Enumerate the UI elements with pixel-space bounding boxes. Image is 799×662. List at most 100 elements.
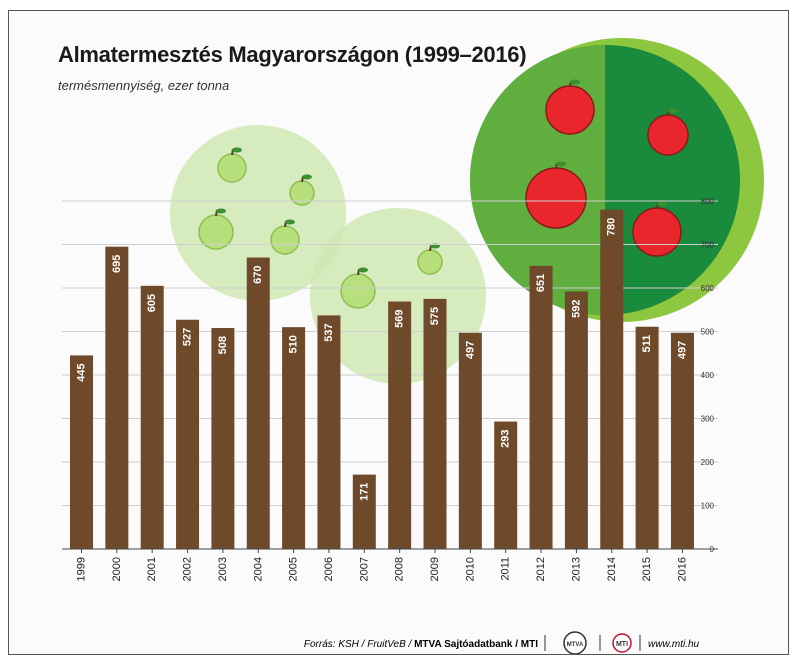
bar xyxy=(105,246,129,550)
value-label: 527 xyxy=(182,328,194,346)
apple-leaf xyxy=(657,201,667,207)
apple-body xyxy=(647,114,689,156)
apple-body xyxy=(417,249,443,275)
bar xyxy=(176,319,200,549)
bar xyxy=(600,209,624,549)
x-tick-label: 2002 xyxy=(182,557,194,581)
apple-leaf xyxy=(668,108,678,114)
value-label: 569 xyxy=(394,309,406,327)
x-tick-label: 2011 xyxy=(500,557,512,581)
page-title: Almatermesztés Magyarországon (1999–2016… xyxy=(58,42,527,67)
x-tick-label: 2014 xyxy=(606,557,618,581)
value-label: 510 xyxy=(288,335,300,353)
x-tick-label: 2009 xyxy=(429,557,441,581)
bar xyxy=(458,332,482,549)
source-prefix: Forrás: KSH / FruitVeB / xyxy=(304,639,414,650)
data-labels: 445 695 605 527 508 670 510 537 171 569 575 497 293 6… xyxy=(76,218,689,501)
apple-leaf xyxy=(358,267,368,273)
value-label: 695 xyxy=(111,255,123,273)
y-tick-label: 300 xyxy=(701,415,715,424)
apple-leaf xyxy=(216,208,226,214)
x-tick-label: 2004 xyxy=(252,557,264,581)
apple-leaf xyxy=(285,219,295,225)
x-tick-label: 2013 xyxy=(570,557,582,581)
x-tick-label: 2016 xyxy=(676,557,688,581)
x-tick-label: 2015 xyxy=(641,557,653,581)
y-tick-label: 700 xyxy=(701,241,715,250)
value-label: 670 xyxy=(252,266,264,284)
x-tick-label: 2006 xyxy=(323,557,335,581)
apple-body xyxy=(545,85,595,135)
value-label: 497 xyxy=(464,341,476,359)
bars xyxy=(70,209,694,550)
apple-body xyxy=(198,214,234,250)
bar xyxy=(670,332,694,549)
value-label: 445 xyxy=(76,363,88,381)
x-axis: 1999 2000 2001 2002 2003 2004 2005 2006 2007 2008… xyxy=(62,548,718,581)
website-link[interactable]: www.mti.hu xyxy=(648,639,700,650)
x-tick-label: 2003 xyxy=(217,557,229,581)
apple-leaf xyxy=(556,161,566,167)
value-label: 293 xyxy=(500,430,512,448)
mtva-logo-icon xyxy=(563,631,587,654)
x-tick-label: 2010 xyxy=(464,557,476,581)
bar xyxy=(211,328,235,549)
bar xyxy=(140,285,164,549)
apple-body xyxy=(525,167,587,229)
y-tick-label: 200 xyxy=(701,458,715,467)
y-tick-label: 800 xyxy=(701,197,715,206)
value-label: 537 xyxy=(323,323,335,341)
y-tick-label: 100 xyxy=(701,502,715,511)
mti-logo-icon xyxy=(612,633,632,653)
x-tick-label: 2012 xyxy=(535,557,547,581)
bar xyxy=(388,301,412,549)
apple-icon xyxy=(270,219,300,255)
source-bold: MTVA Sajtóadatbank / MTI xyxy=(414,639,538,650)
bar xyxy=(529,265,553,549)
x-tick-label: 2008 xyxy=(394,557,406,581)
mtva-logo-text: MTVA xyxy=(567,642,584,648)
x-tick-label: 2001 xyxy=(146,557,158,581)
apple-body xyxy=(340,273,376,309)
footer: Forrás: KSH / FruitVeB / MTVA Sajtóadatb… xyxy=(304,631,700,654)
tree-crown-light xyxy=(170,125,346,301)
apple-icon xyxy=(647,108,689,156)
value-label: 592 xyxy=(570,299,582,317)
bar xyxy=(317,315,341,549)
bar xyxy=(352,474,376,549)
y-tick-label: 400 xyxy=(701,371,715,380)
apple-icon xyxy=(525,161,587,229)
apple-icon xyxy=(545,79,595,135)
value-label: 511 xyxy=(641,335,653,353)
mti-logo-text: MTI xyxy=(616,641,628,648)
bar xyxy=(246,257,270,549)
apple-tree-decoration xyxy=(170,38,764,384)
x-tick-label: 2005 xyxy=(288,557,300,581)
x-tick-label: 2007 xyxy=(358,557,370,581)
apple-body xyxy=(217,153,247,183)
bar xyxy=(423,298,447,549)
bar xyxy=(494,421,518,549)
y-tick-label: 500 xyxy=(701,328,715,337)
source-text: Forrás: KSH / FruitVeB / MTVA Sajtóadatb… xyxy=(304,639,538,650)
apple-leaf xyxy=(232,147,242,153)
value-label: 575 xyxy=(429,307,441,325)
apple-icon xyxy=(198,208,234,250)
apple-icon xyxy=(289,174,315,206)
x-tick-label: 1999 xyxy=(76,557,88,581)
y-tick-label: 600 xyxy=(701,284,715,293)
bar xyxy=(635,326,659,549)
chart-subtitle: termésmennyiség, ezer tonna xyxy=(58,78,230,93)
bar xyxy=(564,291,588,549)
bar xyxy=(70,355,93,549)
value-label: 497 xyxy=(676,341,688,359)
apple-leaf xyxy=(570,79,580,85)
apple-body xyxy=(270,225,300,255)
apple-leaf xyxy=(302,174,312,180)
value-label: 780 xyxy=(606,218,618,236)
value-label: 605 xyxy=(146,294,158,312)
bar xyxy=(282,327,306,549)
apple-icon xyxy=(217,147,247,183)
apple-icon xyxy=(340,267,376,309)
value-label: 508 xyxy=(217,336,229,354)
